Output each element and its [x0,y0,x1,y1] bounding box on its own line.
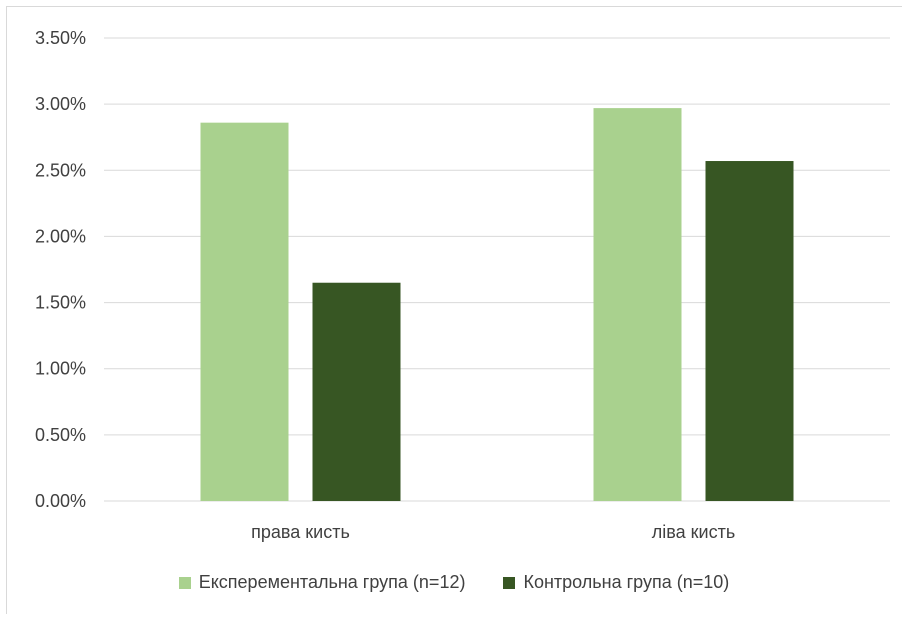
x-category-label: права кисть [251,522,350,542]
legend-item-experimental: Експерементальна група (n=12) [178,572,466,593]
y-tick-label: 2.50% [35,160,86,180]
y-tick-label: 0.50% [35,425,86,445]
y-tick-label: 3.50% [35,28,86,48]
bar-control-0 [312,282,401,501]
y-tick-label: 1.00% [35,359,86,379]
y-tick-label: 3.00% [35,94,86,114]
chart-frame [6,6,902,614]
legend-swatch-experimental [178,576,191,589]
x-category-label: ліва кисть [652,522,735,542]
y-tick-label: 2.00% [35,226,86,246]
legend-swatch-control [503,576,516,589]
legend-label-control: Контрольна група (n=10) [523,572,730,592]
bar-control-1 [705,161,794,502]
bar-experimental-0 [200,122,289,502]
legend-label-experimental: Експерементальна група (n=12) [198,572,466,592]
y-tick-label: 1.50% [35,293,86,313]
y-tick-label: 0.00% [35,491,86,511]
bar-experimental-1 [593,108,682,502]
legend-item-control: Контрольна група (n=10) [503,572,729,593]
legend: Експерементальна група (n=12) Контрольна… [0,572,908,593]
